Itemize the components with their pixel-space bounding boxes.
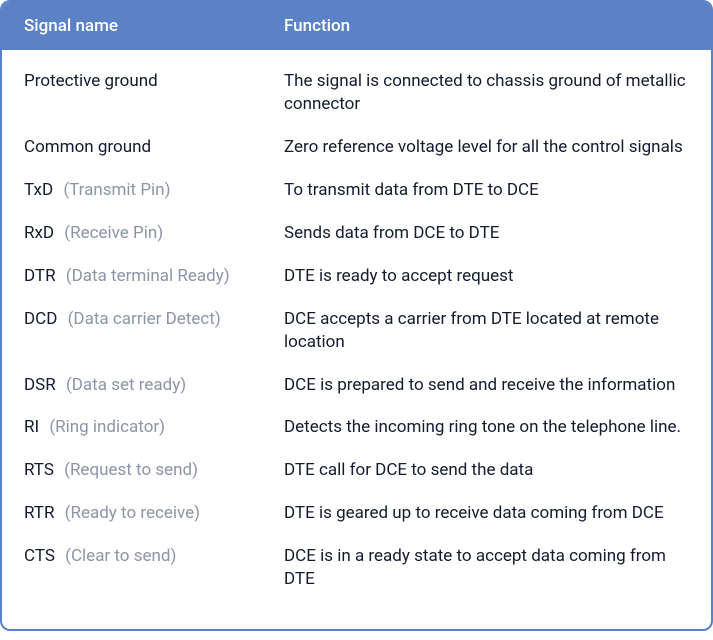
signal-primary: DSR <box>24 375 56 395</box>
signal-primary: DCD <box>24 309 57 329</box>
signal-cell: RxD (Receive Pin) <box>24 222 284 245</box>
signal-cell: Common ground <box>24 136 284 159</box>
signal-primary: Common ground <box>24 137 151 157</box>
function-cell: Detects the incoming ring tone on the te… <box>284 416 689 439</box>
signal-cell: Protective ground <box>24 70 284 93</box>
header-function: Function <box>284 16 689 36</box>
signal-cell: RTR (Ready to receive) <box>24 502 284 525</box>
signal-cell: CTS (Clear to send) <box>24 545 284 568</box>
signal-secondary: (Ring indicator) <box>49 417 165 437</box>
table-row: DCD (Data carrier Detect) DCE accepts a … <box>24 298 689 364</box>
table-row: DSR (Data set ready) DCE is prepared to … <box>24 364 689 407</box>
header-signal: Signal name <box>24 16 284 36</box>
signal-cell: DSR (Data set ready) <box>24 374 284 397</box>
signal-primary: RI <box>24 417 39 437</box>
function-cell: DCE is in a ready state to accept data c… <box>284 545 689 591</box>
signal-secondary: (Clear to send) <box>65 546 176 566</box>
signal-primary: TxD <box>24 180 53 200</box>
signal-primary: Protective ground <box>24 71 158 91</box>
signal-primary: DTR <box>24 266 56 286</box>
function-cell: DCE accepts a carrier from DTE located a… <box>284 308 689 354</box>
function-cell: DTE is geared up to receive data coming … <box>284 502 689 525</box>
signal-cell: TxD (Transmit Pin) <box>24 179 284 202</box>
signal-primary: CTS <box>24 546 55 566</box>
signal-primary: RTR <box>24 503 54 523</box>
signal-secondary: (Data carrier Detect) <box>68 309 221 329</box>
table-row: RTS (Request to send) DTE call for DCE t… <box>24 449 689 492</box>
table-row: RTR (Ready to receive) DTE is geared up … <box>24 492 689 535</box>
signal-cell: RI (Ring indicator) <box>24 416 284 439</box>
function-cell: To transmit data from DTE to DCE <box>284 179 689 202</box>
table-row: RI (Ring indicator) Detects the incoming… <box>24 406 689 449</box>
table-row: Protective ground The signal is connecte… <box>24 60 689 126</box>
signal-cell: DTR (Data terminal Ready) <box>24 265 284 288</box>
signal-secondary: (Request to send) <box>64 460 198 480</box>
table-body: Protective ground The signal is connecte… <box>2 50 711 629</box>
signal-primary: RTS <box>24 460 54 480</box>
signal-secondary: (Transmit Pin) <box>63 180 170 200</box>
table-row: Common ground Zero reference voltage lev… <box>24 126 689 169</box>
function-cell: Zero reference voltage level for all the… <box>284 136 689 159</box>
signal-secondary: (Data set ready) <box>66 375 186 395</box>
signal-cell: DCD (Data carrier Detect) <box>24 308 284 331</box>
signal-secondary: (Receive Pin) <box>64 223 163 243</box>
table-row: TxD (Transmit Pin) To transmit data from… <box>24 169 689 212</box>
function-cell: DTE call for DCE to send the data <box>284 459 689 482</box>
signal-secondary: (Ready to receive) <box>65 503 200 523</box>
signals-table: Signal name Function Protective ground T… <box>0 0 713 631</box>
table-row: RxD (Receive Pin) Sends data from DCE to… <box>24 212 689 255</box>
signal-cell: RTS (Request to send) <box>24 459 284 482</box>
function-cell: DCE is prepared to send and receive the … <box>284 374 689 397</box>
table-row: DTR (Data terminal Ready) DTE is ready t… <box>24 255 689 298</box>
function-cell: DTE is ready to accept request <box>284 265 689 288</box>
signal-primary: RxD <box>24 223 54 243</box>
table-row: CTS (Clear to send) DCE is in a ready st… <box>24 535 689 601</box>
function-cell: Sends data from DCE to DTE <box>284 222 689 245</box>
table-header: Signal name Function <box>2 2 711 50</box>
function-cell: The signal is connected to chassis groun… <box>284 70 689 116</box>
signal-secondary: (Data terminal Ready) <box>66 266 230 286</box>
